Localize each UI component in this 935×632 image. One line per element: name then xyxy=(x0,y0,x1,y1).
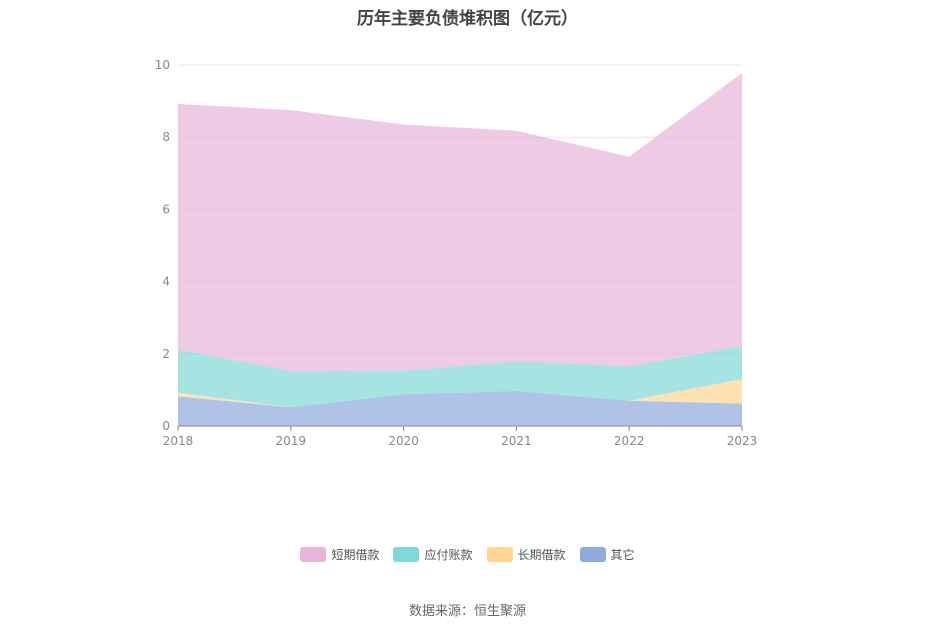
legend-label: 应付账款 xyxy=(424,548,473,562)
legend-swatch xyxy=(579,547,606,562)
y-tick-label: 2 xyxy=(162,347,170,361)
legend-item[interactable]: 短期借款 xyxy=(300,546,379,563)
legend-swatch xyxy=(300,547,327,562)
source-note: 数据来源：恒生聚源 xyxy=(408,604,526,619)
chart-title: 历年主要负债堆积图（亿元） xyxy=(357,9,578,29)
area-series xyxy=(178,72,742,426)
x-tick-label: 2019 xyxy=(276,434,307,448)
legend-swatch xyxy=(486,547,513,562)
y-tick-label: 6 xyxy=(162,202,170,216)
x-tick-label: 2020 xyxy=(388,434,419,448)
x-tick-label: 2018 xyxy=(163,434,194,448)
y-tick-label: 10 xyxy=(155,58,170,72)
y-tick-label: 4 xyxy=(162,275,170,289)
area-series-其它 xyxy=(178,390,742,426)
area-series-应付账款 xyxy=(178,345,742,408)
x-tick-label: 2021 xyxy=(501,434,532,448)
legend-item[interactable]: 应付账款 xyxy=(393,546,473,563)
legend-swatch xyxy=(393,547,420,562)
y-tick-label: 8 xyxy=(162,130,170,144)
legend-label: 短期借款 xyxy=(331,548,380,562)
legend-item[interactable]: 其它 xyxy=(579,546,635,563)
y-tick-label: 0 xyxy=(162,419,170,433)
x-tick-label: 2022 xyxy=(614,434,645,448)
x-tick-label: 2023 xyxy=(727,434,758,448)
legend-item[interactable]: 长期借款 xyxy=(486,546,566,563)
legend-label: 其它 xyxy=(610,548,635,562)
area-series-短期借款 xyxy=(178,72,742,372)
legend-label: 长期借款 xyxy=(517,548,566,562)
legend: 短期借款 应付账款 长期借款 其它 xyxy=(0,546,935,563)
axes: 0 2 4 6 8 10 2018 2019 2020 2021 2022 2023 xyxy=(155,58,758,448)
